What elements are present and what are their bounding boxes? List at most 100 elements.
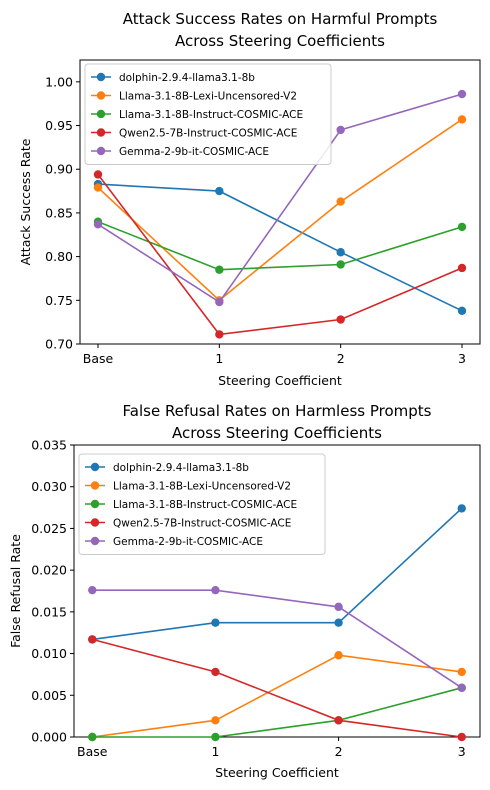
x-tick-label: 3 (458, 351, 466, 366)
y-tick-label: 0.95 (45, 118, 73, 133)
legend-label: Llama-3.1-8B-Instruct-COSMIC-ACE (119, 109, 303, 121)
series-point-1 (457, 667, 466, 677)
y-tick-label: 0.015 (31, 604, 67, 619)
series-line-4 (92, 589, 463, 689)
series-line-1 (92, 654, 462, 738)
series-line-4 (97, 93, 463, 304)
chart-false-refusal: False Refusal Rates on Harmless Prompts A… (8, 402, 481, 780)
legend-label: dolphin-2.9.4-llama3.1-8b (119, 72, 255, 84)
legend-marker (96, 72, 106, 82)
series-point-4 (93, 220, 103, 229)
series-line-3 (97, 174, 463, 336)
y-tick-label: 0.80 (45, 249, 73, 264)
series-point-4 (88, 585, 97, 595)
series-point-3 (93, 170, 103, 179)
y-tick-label: 0.70 (45, 337, 73, 352)
series-point-3 (457, 732, 466, 742)
series-line-1 (97, 118, 463, 302)
legend-label: Llama-3.1-8B-Lexi-Uncensored-V2 (119, 90, 297, 102)
legend-label: Qwen2.5-7B-Instruct-COSMIC-ACE (113, 517, 291, 529)
legend-label: Gemma-2-9b-it-COSMIC-ACE (113, 536, 263, 548)
y-axis-label: False Refusal Rate (8, 534, 23, 648)
x-tick-label: 3 (458, 744, 466, 759)
series-point-1 (336, 197, 345, 206)
y-tick-label: 0.000 (31, 730, 67, 745)
series-point-2 (336, 260, 345, 269)
series-point-0 (336, 248, 345, 257)
chart-title-line: Attack Success Rates on Harmful Prompts (123, 10, 438, 28)
series-line-3 (92, 638, 462, 738)
series-point-1 (211, 716, 220, 725)
x-axis-label: Steering Coefficient (218, 373, 342, 388)
series-point-3 (457, 263, 467, 273)
y-tick-label: 0.025 (31, 521, 67, 536)
series-point-3 (336, 315, 345, 324)
series-point-1 (457, 115, 467, 124)
y-tick-label: 0.030 (31, 479, 67, 494)
series-line-2 (92, 687, 462, 738)
series-point-4 (211, 585, 220, 595)
legend-marker (90, 518, 100, 527)
series-point-4 (336, 125, 345, 135)
legend-label: Gemma-2-9b-it-COSMIC-ACE (119, 146, 269, 158)
legend-marker (96, 146, 106, 156)
series-point-1 (334, 651, 343, 660)
legend-box (78, 453, 326, 555)
chart-attack-success: Attack Success Rates on Harmful Prompts A… (18, 10, 481, 388)
y-tick-label: 0.85 (45, 205, 73, 220)
legend-label: Llama-3.1-8B-Instruct-COSMIC-ACE (113, 499, 297, 511)
series-point-2 (215, 265, 224, 274)
series-point-0 (211, 618, 220, 627)
legend-marker (90, 536, 100, 546)
series-point-1 (93, 183, 103, 192)
x-axis-label: Steering Coefficient (215, 765, 339, 780)
series-line-0 (92, 507, 463, 641)
legend-marker (90, 499, 100, 509)
series-point-0 (334, 618, 343, 627)
series-line-0 (97, 183, 463, 312)
y-tick-label: 0.020 (31, 563, 67, 578)
legend-marker (96, 109, 106, 119)
series-point-2 (457, 222, 467, 232)
y-tick-label: 0.035 (31, 438, 67, 453)
x-tick-label: 2 (337, 351, 345, 366)
series-point-4 (457, 683, 466, 692)
legend-marker (90, 462, 100, 472)
series-point-2 (88, 732, 97, 742)
x-tick-label: Base (83, 351, 114, 366)
legend-marker (96, 91, 106, 100)
chart-title-line: False Refusal Rates on Harmless Prompts (123, 402, 432, 420)
series-point-2 (211, 732, 220, 742)
series-point-4 (457, 89, 467, 99)
legend-marker (96, 128, 106, 137)
series-point-4 (334, 602, 343, 612)
chart-title-line: Across Steering Coefficients (175, 32, 385, 50)
series-point-3 (88, 635, 97, 644)
y-tick-label: 0.75 (45, 293, 73, 308)
series-point-0 (457, 306, 467, 315)
series-line-2 (97, 220, 463, 271)
x-tick-label: 2 (335, 744, 343, 759)
series-point-0 (215, 186, 224, 196)
series-point-3 (211, 667, 220, 677)
legend-label: Llama-3.1-8B-Lexi-Uncensored-V2 (113, 480, 291, 492)
legend-marker (90, 481, 100, 490)
plot-frame (79, 59, 481, 345)
series-point-3 (334, 716, 343, 725)
y-tick-label: 0.010 (31, 646, 67, 661)
legend-label: dolphin-2.9.4-llama3.1-8b (113, 462, 249, 474)
y-axis-label: Attack Success Rate (18, 138, 33, 265)
plot-frame (73, 444, 481, 738)
y-tick-label: 1.00 (45, 74, 73, 89)
x-tick-label: 1 (215, 351, 223, 366)
legend-label: Qwen2.5-7B-Instruct-COSMIC-ACE (119, 127, 297, 139)
series-point-0 (457, 504, 466, 513)
chart-title-line: Across Steering Coefficients (172, 424, 382, 442)
series-point-3 (215, 330, 224, 339)
legend-box (84, 63, 332, 165)
y-tick-label: 0.90 (45, 162, 73, 177)
x-tick-label: Base (77, 744, 108, 759)
x-tick-label: 1 (211, 744, 219, 759)
series-point-4 (215, 297, 224, 307)
